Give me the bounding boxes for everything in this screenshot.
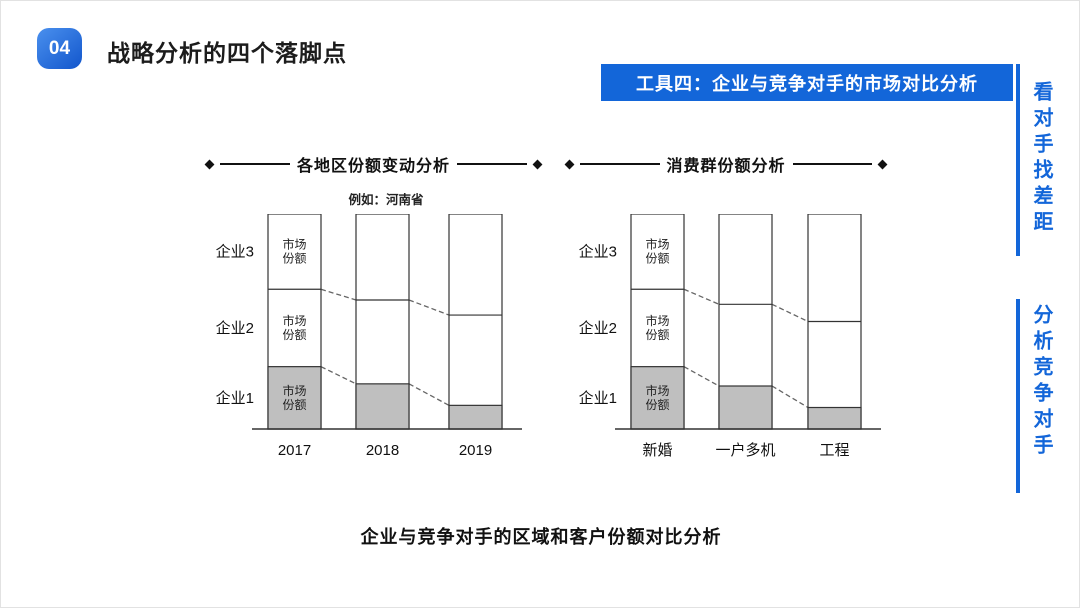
title-divider-line <box>580 163 660 165</box>
category-label: 2017 <box>278 442 311 459</box>
title-divider-line <box>792 163 873 165</box>
stacked-bar <box>807 213 862 430</box>
diamond-icon <box>532 159 543 169</box>
side-note-find-gap: 看对手找差距 <box>1030 81 1052 237</box>
plot-area-consumer-share: 市场份额 市场份额 市场份额 新婚 一户多机 工程 企业3 企业2 企业1 <box>566 213 886 471</box>
diamond-icon <box>564 159 575 169</box>
row-label: 企业1 <box>579 389 617 407</box>
slide-caption: 企业与竞争对手的区域和客户份额对比分析 <box>360 527 722 547</box>
share-trend-connector <box>320 288 357 301</box>
share-trend-connector <box>771 303 809 323</box>
chart-title-row: 消费群份额分析 <box>564 156 888 175</box>
title-divider-line <box>220 163 290 165</box>
share-trend-connector <box>320 366 357 385</box>
tool-banner: 工具四：企业与竞争对手的市场对比分析 <box>601 64 1013 101</box>
category-label: 2018 <box>366 442 399 459</box>
section-number-badge: 04 <box>37 28 82 69</box>
side-divider-line <box>1016 64 1020 256</box>
category-label: 2019 <box>459 442 492 459</box>
chart-title: 消费群份额分析 <box>666 158 786 175</box>
stacked-bar <box>355 213 410 430</box>
side-note-analyze-competitors: 分析竞争对手 <box>1030 304 1052 460</box>
segment-label: 市场份额 <box>282 313 306 342</box>
segment-label: 市场份额 <box>645 313 669 342</box>
chart-subtitle: 例如：河南省 <box>348 193 424 207</box>
share-trend-connector <box>408 383 450 406</box>
side-divider-line <box>1016 299 1020 493</box>
bottom-segment <box>718 385 773 430</box>
diamond-icon <box>204 159 215 169</box>
row-label: 企业2 <box>579 319 617 337</box>
chart-title: 各地区份额变动分析 <box>297 158 451 175</box>
category-label: 工程 <box>819 442 849 459</box>
share-trend-connector <box>771 385 809 409</box>
share-trend-connector <box>408 299 450 316</box>
category-label: 一户多机 <box>715 442 775 459</box>
segment-label: 市场份额 <box>282 383 306 412</box>
diamond-icon <box>877 159 888 169</box>
bottom-segment <box>630 366 685 430</box>
bottom-segment <box>807 406 862 430</box>
chart-region-share: 各地区份额变动分析 例如：河南省 市场份额 市场份额 市场份额 2017 2018 201… <box>204 156 543 459</box>
row-label: 企业3 <box>579 243 617 261</box>
segment-label: 市场份额 <box>282 237 306 266</box>
stacked-bar <box>718 213 773 430</box>
bottom-segment <box>448 404 503 430</box>
share-trend-connector <box>683 288 720 305</box>
bar-outline <box>448 213 503 430</box>
segment-label: 市场份额 <box>645 383 669 412</box>
row-label: 企业3 <box>216 243 254 261</box>
page-title: 战略分析的四个落脚点 <box>107 40 347 66</box>
category-label: 新婚 <box>642 442 672 459</box>
chart-title-row: 各地区份额变动分析 <box>204 156 543 175</box>
row-label: 企业1 <box>216 389 254 407</box>
segment-label: 市场份额 <box>645 237 669 266</box>
title-divider-line <box>457 163 528 165</box>
stacked-bar <box>448 213 503 430</box>
bottom-segment <box>267 366 322 430</box>
chart-consumer-share: 消费群份额分析 市场份额 市场份额 市场份额 新婚 一户多机 工程 企业3 企业2 企业1 <box>564 156 888 459</box>
row-label: 企业2 <box>216 319 254 337</box>
bottom-segment <box>355 383 410 430</box>
share-trend-connector <box>683 366 720 387</box>
plot-area-region-share: 市场份额 市场份额 市场份额 2017 2018 2019 企业3 企业2 企业1 <box>206 213 541 471</box>
